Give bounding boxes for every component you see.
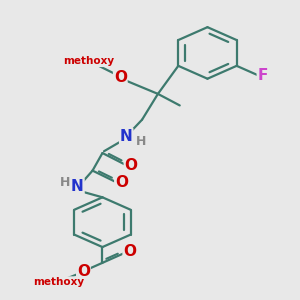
Text: methoxy: methoxy — [63, 56, 114, 66]
Text: methoxy: methoxy — [33, 277, 84, 287]
Text: N: N — [120, 129, 133, 144]
Text: H: H — [60, 176, 70, 189]
Text: O: O — [124, 158, 137, 173]
Text: F: F — [257, 68, 268, 83]
Text: O: O — [77, 264, 90, 279]
Text: H: H — [136, 135, 146, 148]
Text: N: N — [71, 179, 84, 194]
Text: O: O — [123, 244, 136, 259]
Text: O: O — [114, 70, 127, 85]
Text: O: O — [115, 175, 128, 190]
